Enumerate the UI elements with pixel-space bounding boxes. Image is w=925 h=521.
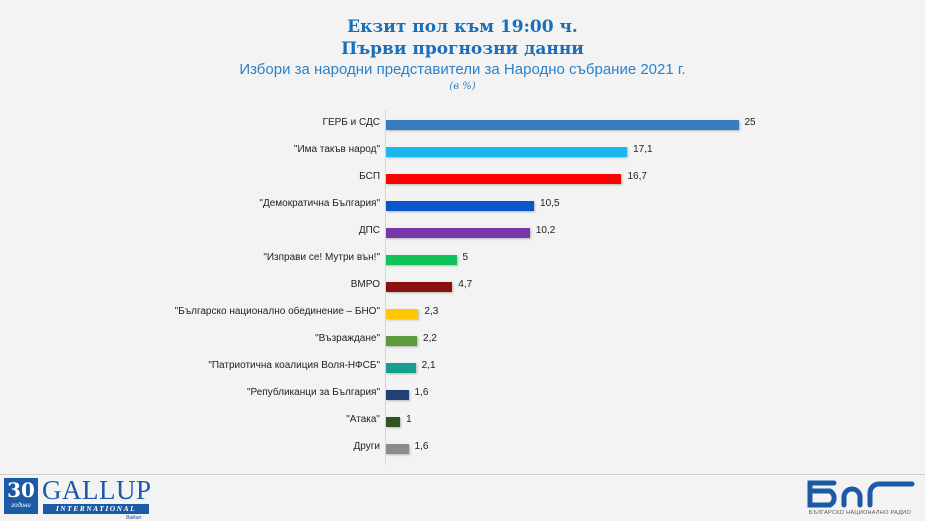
value-label: 1,6 bbox=[414, 387, 429, 398]
category-label: "Патриотична коалиция Воля-НФСБ" bbox=[208, 360, 380, 371]
chart-row: "Патриотична коалиция Воля-НФСБ" 2,1 bbox=[0, 358, 925, 378]
bar bbox=[386, 282, 453, 292]
category-label: "Възраждане" bbox=[315, 333, 380, 344]
value-label: 17,1 bbox=[633, 144, 653, 155]
bar bbox=[386, 255, 457, 265]
gallup-name: GALLUP bbox=[42, 475, 152, 505]
category-label: "Атака" bbox=[346, 414, 380, 425]
bar bbox=[386, 147, 628, 157]
category-axis bbox=[385, 110, 386, 465]
chart-row: Други 1,6 bbox=[0, 439, 925, 459]
chart-row: ДПС 10,2 bbox=[0, 223, 925, 243]
bar bbox=[386, 336, 418, 346]
value-label: 25 bbox=[744, 117, 756, 128]
bnr-name: БЪЛГАРСКО НАЦИОНАЛНО РАДИО bbox=[808, 510, 912, 516]
anniversary-badge: 30 години bbox=[4, 478, 38, 514]
category-label: ДПС bbox=[358, 225, 380, 236]
bar bbox=[386, 390, 409, 400]
bnr-logo: БЪЛГАРСКО НАЦИОНАЛНО РАДИО bbox=[800, 478, 920, 518]
value-label: 2,3 bbox=[424, 306, 439, 317]
value-label: 2,2 bbox=[423, 333, 437, 344]
bar bbox=[386, 363, 416, 373]
chart-row: "Демократична България" 10,5 bbox=[0, 196, 925, 216]
gallup-city: Balkan bbox=[126, 515, 142, 521]
chart-row: ВМРО 4,7 bbox=[0, 277, 925, 297]
chart-row: "Има такъв народ" 17,1 bbox=[0, 142, 925, 162]
value-label: 10,5 bbox=[540, 198, 560, 209]
value-label: 1 bbox=[406, 414, 412, 425]
bar bbox=[386, 201, 535, 211]
value-label: 16,7 bbox=[627, 171, 647, 182]
category-label: "Републиканци за България" bbox=[246, 387, 380, 398]
bar bbox=[386, 228, 530, 238]
badge-text: години bbox=[11, 503, 31, 509]
value-label: 1,6 bbox=[414, 441, 429, 452]
category-label: БСП bbox=[359, 171, 380, 182]
category-label: "Има такъв народ" bbox=[293, 144, 380, 155]
category-label: Други bbox=[353, 441, 380, 452]
category-label: ВМРО bbox=[350, 279, 380, 290]
value-label: 4,7 bbox=[458, 279, 473, 290]
bar bbox=[386, 174, 622, 184]
bnr-mark-icon bbox=[807, 480, 915, 508]
chart-row: "Атака" 1 bbox=[0, 412, 925, 432]
chart-subtitle-main: Първи прогнозни данни bbox=[341, 39, 584, 59]
chart-row: "Републиканци за България" 1,6 bbox=[0, 385, 925, 405]
chart-header: Екзит пол към 19:00 ч. Първи прогнозни д… bbox=[0, 14, 925, 94]
bar-chart: ГЕРБ и СДС 25 "Има такъв народ" 17,1 БСП 16,7… bbox=[0, 108, 925, 468]
value-label: 2,1 bbox=[421, 360, 436, 371]
value-label: 10,2 bbox=[535, 225, 556, 236]
bar bbox=[386, 309, 419, 319]
chart-row: ГЕРБ и СДС 25 bbox=[0, 115, 925, 135]
bar bbox=[386, 120, 739, 130]
category-label: "Демократична България" bbox=[259, 198, 380, 209]
footer-divider bbox=[0, 474, 925, 475]
chart-row: "Българско национално обединение – БНО" 2… bbox=[0, 304, 925, 324]
category-label: "Българско национално обединение – БНО" bbox=[174, 306, 380, 317]
gallup-subname: INTERNATIONAL bbox=[43, 504, 149, 514]
value-label: 5 bbox=[462, 252, 469, 263]
chart-row: "Възраждане" 2,2 bbox=[0, 331, 925, 351]
chart-row: БСП 16,7 bbox=[0, 169, 925, 189]
chart-title: Екзит пол към 19:00 ч. bbox=[347, 17, 578, 37]
category-label: "Изправи се! Мутри вън!" bbox=[263, 252, 380, 263]
bar bbox=[386, 417, 401, 427]
unit-note: (в %) bbox=[449, 81, 476, 92]
bar bbox=[386, 444, 409, 454]
badge-number: 30 bbox=[7, 478, 35, 502]
chart-subtitle: Избори за народни представители за Народ… bbox=[239, 61, 686, 78]
category-label: ГЕРБ и СДС bbox=[322, 117, 380, 128]
chart-row: "Изправи се! Мутри вън!" 5 bbox=[0, 250, 925, 270]
